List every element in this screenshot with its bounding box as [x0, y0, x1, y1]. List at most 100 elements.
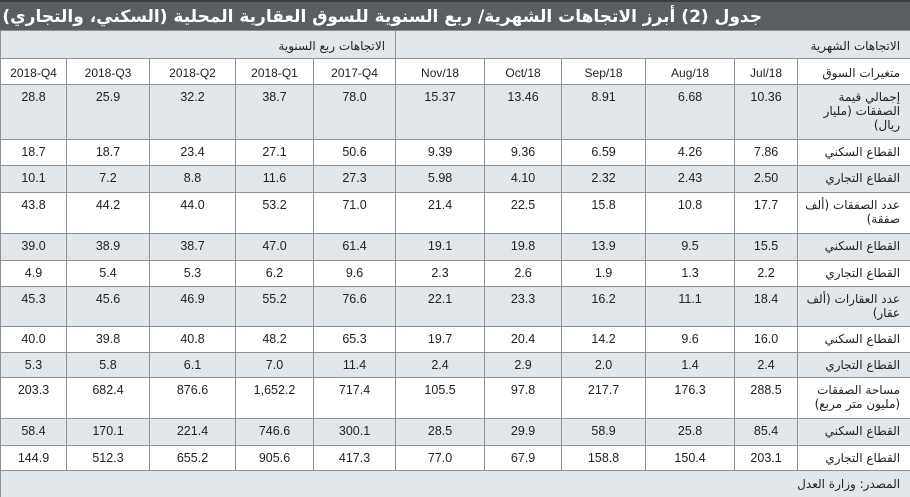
- monthly-cell: 22.5: [485, 193, 562, 234]
- quarterly-cell: 46.9: [150, 287, 236, 327]
- quarterly-cell: 76.6: [314, 287, 396, 327]
- quarterly-cell: 5.4: [67, 261, 150, 287]
- monthly-cell: 22.1: [396, 287, 485, 327]
- quarterly-cell: 11.4: [314, 353, 396, 378]
- monthly-cell: 17.7: [735, 193, 798, 234]
- monthly-cell: 19.8: [485, 234, 562, 261]
- quarterly-cell: 7.0: [236, 353, 314, 378]
- col-header: 2017-Q4: [314, 59, 396, 85]
- quarterly-cell: 144.9: [1, 446, 67, 471]
- quarterly-cell: 38.7: [236, 85, 314, 140]
- monthly-cell: 2.3: [396, 261, 485, 287]
- quarterly-cell: 1,652.2: [236, 378, 314, 419]
- monthly-cell: 10.36: [735, 85, 798, 140]
- monthly-cell: 13.46: [485, 85, 562, 140]
- table-title: جدول (2) أبرز الاتجاهات الشهرية/ ربع الس…: [0, 0, 910, 30]
- monthly-cell: 1.3: [646, 261, 735, 287]
- quarterly-cell: 5.3: [1, 353, 67, 378]
- col-header: Nov/18: [396, 59, 485, 85]
- monthly-cell: 16.0: [735, 327, 798, 353]
- quarterly-cell: 45.6: [67, 287, 150, 327]
- quarterly-cell: 44.2: [67, 193, 150, 234]
- row-label: عدد العقارات (ألف عقار): [798, 287, 910, 327]
- quarterly-cell: 4.9: [1, 261, 67, 287]
- source-row: المصدر: وزارة العدل: [1, 471, 910, 497]
- monthly-cell: 15.5: [735, 234, 798, 261]
- monthly-cell: 288.5: [735, 378, 798, 419]
- quarterly-cell: 905.6: [236, 446, 314, 471]
- row-label: القطاع السكني: [798, 140, 910, 166]
- monthly-cell: 4.26: [646, 140, 735, 166]
- col-header: 2018-Q4: [1, 59, 67, 85]
- quarterly-cell: 71.0: [314, 193, 396, 234]
- monthly-cell: 9.5: [646, 234, 735, 261]
- quarterly-cell: 23.4: [150, 140, 236, 166]
- quarterly-cell: 655.2: [150, 446, 236, 471]
- monthly-cell: 5.98: [396, 166, 485, 193]
- quarterly-cell: 55.2: [236, 287, 314, 327]
- quarterly-cell: 28.8: [1, 85, 67, 140]
- row-label: عدد الصفقات (ألف صفقة): [798, 193, 910, 234]
- monthly-cell: 217.7: [562, 378, 646, 419]
- quarterly-cell: 61.4: [314, 234, 396, 261]
- monthly-cell: 9.39: [396, 140, 485, 166]
- monthly-cell: 8.91: [562, 85, 646, 140]
- monthly-cell: 29.9: [485, 419, 562, 446]
- monthly-cell: 97.8: [485, 378, 562, 419]
- monthly-cell: 19.1: [396, 234, 485, 261]
- quarterly-cell: 40.8: [150, 327, 236, 353]
- quarterly-cell: 417.3: [314, 446, 396, 471]
- quarterly-cell: 300.1: [314, 419, 396, 446]
- monthly-cell: 4.10: [485, 166, 562, 193]
- quarterly-cell: 10.1: [1, 166, 67, 193]
- monthly-cell: 176.3: [646, 378, 735, 419]
- monthly-cell: 15.37: [396, 85, 485, 140]
- col-header: 2018-Q3: [67, 59, 150, 85]
- quarterly-cell: 5.3: [150, 261, 236, 287]
- monthly-cell: 13.9: [562, 234, 646, 261]
- monthly-cell: 1.4: [646, 353, 735, 378]
- monthly-cell: 58.9: [562, 419, 646, 446]
- monthly-cell: 19.7: [396, 327, 485, 353]
- monthly-cell: 9.36: [485, 140, 562, 166]
- quarterly-cell: 43.8: [1, 193, 67, 234]
- row-label: مساحة الصفقات (مليون متر مربع): [798, 378, 910, 419]
- monthly-cell: 2.0: [562, 353, 646, 378]
- monthly-cell: 10.8: [646, 193, 735, 234]
- quarterly-cell: 40.0: [1, 327, 67, 353]
- monthly-cell: 6.59: [562, 140, 646, 166]
- quarterly-cell: 18.7: [1, 140, 67, 166]
- monthly-cell: 23.3: [485, 287, 562, 327]
- monthly-cell: 2.4: [396, 353, 485, 378]
- monthly-cell: 1.9: [562, 261, 646, 287]
- source-note: المصدر: وزارة العدل: [1, 471, 910, 497]
- quarterly-cell: 44.0: [150, 193, 236, 234]
- monthly-cell: 25.8: [646, 419, 735, 446]
- quarterly-cell: 39.8: [67, 327, 150, 353]
- label-col-header: متغيرات السوق: [798, 59, 910, 85]
- monthly-cell: 28.5: [396, 419, 485, 446]
- quarterly-cell: 58.4: [1, 419, 67, 446]
- quarterly-cell: 717.4: [314, 378, 396, 419]
- quarterly-cell: 11.6: [236, 166, 314, 193]
- col-header: 2018-Q2: [150, 59, 236, 85]
- quarterly-cell: 9.6: [314, 261, 396, 287]
- quarterly-cell: 47.0: [236, 234, 314, 261]
- col-header: Jul/18: [735, 59, 798, 85]
- quarterly-cell: 27.3: [314, 166, 396, 193]
- row-label: القطاع التجاري: [798, 261, 910, 287]
- col-header: Sep/18: [562, 59, 646, 85]
- row-label: إجمالي قيمة الصفقات (مليار ريال): [798, 85, 910, 140]
- row-label: القطاع السكني: [798, 419, 910, 446]
- quarterly-cell: 6.2: [236, 261, 314, 287]
